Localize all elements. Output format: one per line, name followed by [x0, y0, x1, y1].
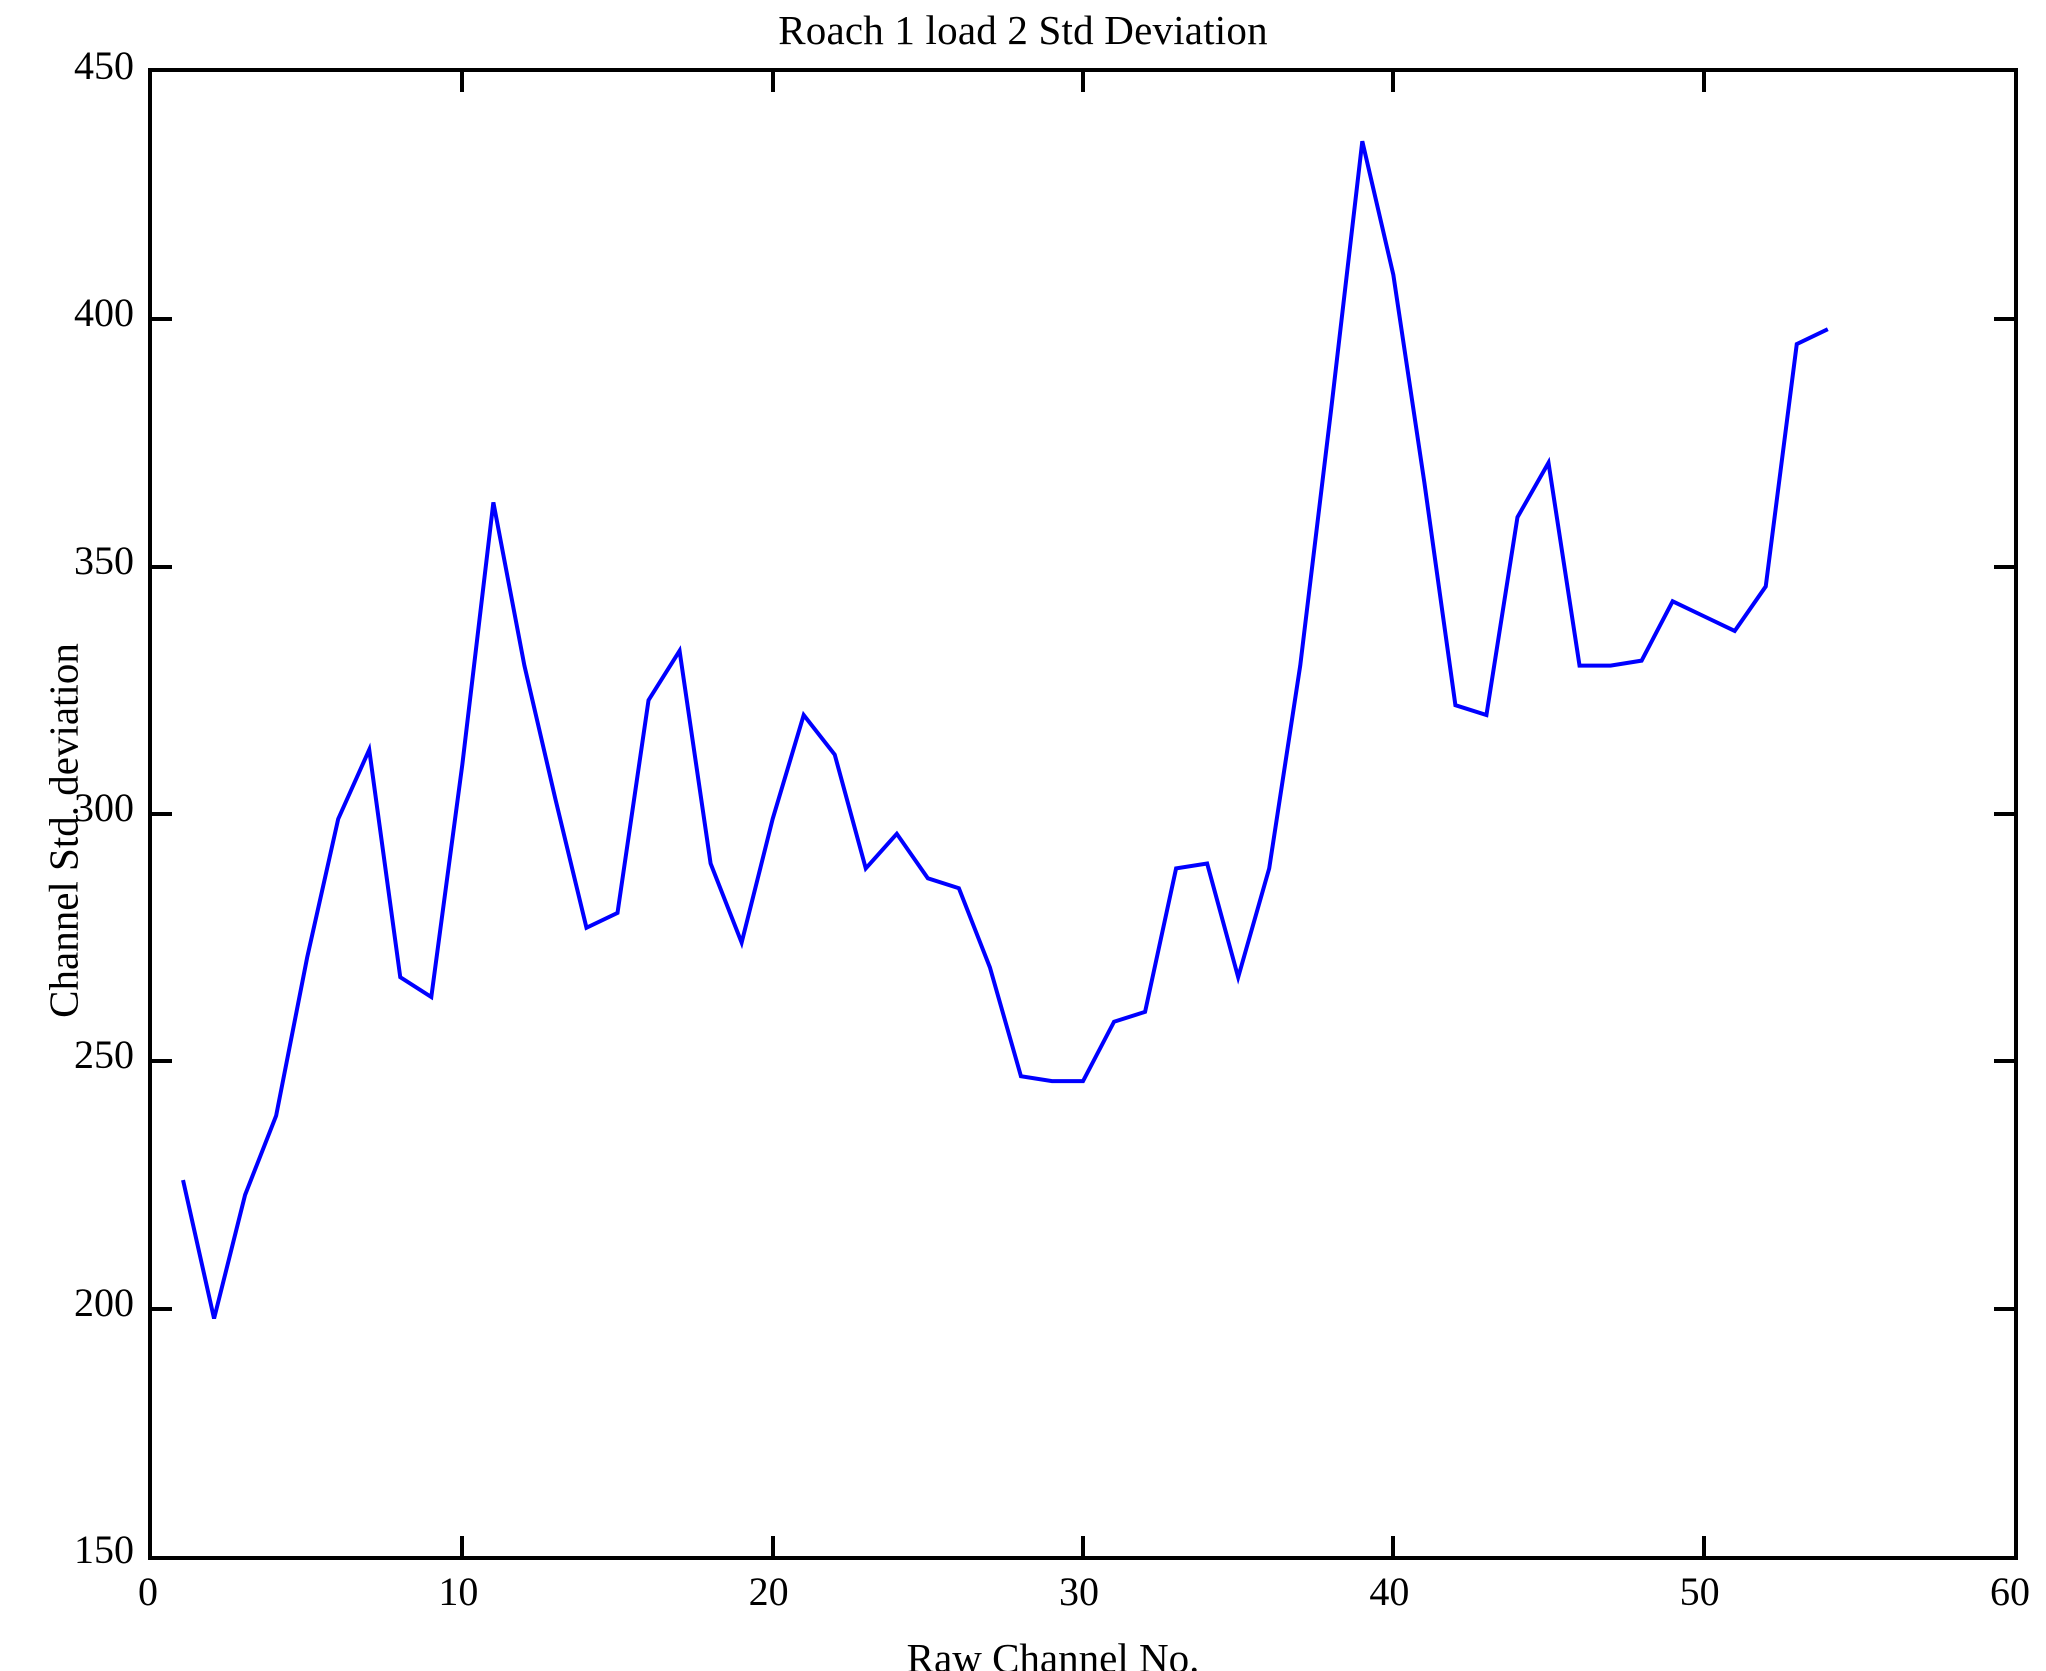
x-tick-mark: [1701, 1536, 1706, 1556]
y-tick-mark-right: [1994, 317, 2014, 322]
y-tick-label: 400: [74, 290, 134, 336]
y-axis-title: Channel Std. deviation: [40, 643, 87, 1018]
y-tick-mark: [152, 1059, 172, 1064]
y-tick-mark: [152, 1306, 172, 1311]
x-tick-mark-top: [1081, 72, 1085, 92]
x-tick-mark: [460, 1536, 465, 1556]
x-tick-label: 10: [438, 1569, 479, 1614]
x-tick-mark-top: [1391, 72, 1396, 92]
y-tick-mark: [152, 812, 172, 816]
y-tick-label: 450: [74, 43, 134, 88]
x-tick-mark-top: [1701, 72, 1706, 92]
x-tick-label: 0: [138, 1569, 158, 1614]
y-tick-label: 300: [74, 785, 134, 830]
x-tick-label: 60: [1990, 1569, 2030, 1614]
x-tick-mark: [1081, 1536, 1085, 1556]
y-tick-mark-right: [1994, 1306, 2014, 1311]
y-tick-mark: [152, 564, 172, 569]
data-series-line: [181, 140, 1829, 1320]
x-tick-label: 40: [1369, 1569, 1410, 1614]
x-tick-label: 30: [1059, 1569, 1099, 1614]
x-tick-label: 20: [748, 1569, 789, 1614]
y-tick-label: 150: [74, 1527, 134, 1572]
plot-area: [148, 68, 2018, 1560]
y-tick-label: 250: [74, 1032, 134, 1078]
y-tick-label: 350: [74, 537, 134, 583]
x-tick-label: 50: [1679, 1569, 1720, 1614]
y-tick-mark-right: [1994, 812, 2014, 816]
x-tick-mark-top: [460, 72, 465, 92]
x-tick-mark: [770, 1536, 775, 1556]
y-tick-mark-right: [1994, 564, 2014, 569]
y-tick-label: 200: [74, 1279, 134, 1325]
page-title: Roach 1 load 2 Std Deviation: [778, 7, 1268, 53]
y-tick-mark: [152, 317, 172, 322]
y-tick-mark-right: [1994, 1059, 2014, 1064]
x-axis-title: Raw Channel No.: [906, 1635, 1200, 1671]
x-tick-mark: [1391, 1536, 1396, 1556]
x-tick-mark-top: [770, 72, 775, 92]
data-line-plot: [181, 140, 1829, 1320]
